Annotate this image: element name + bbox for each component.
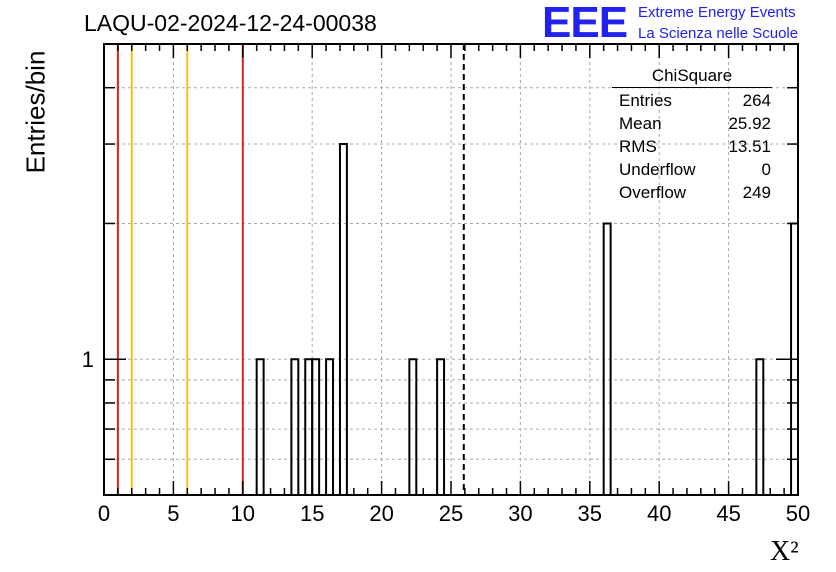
stats-value: 249	[742, 183, 771, 202]
x-tick-label: 30	[508, 501, 532, 526]
stats-row-entries: Entries 264	[619, 89, 771, 112]
x-tick-label: 25	[439, 501, 463, 526]
histogram-bin	[338, 143, 348, 495]
stats-label: Mean	[619, 114, 662, 133]
x-tick-label: 5	[167, 501, 179, 526]
logo-caption-line1: Extreme Energy Events	[638, 4, 796, 21]
x-tick-label: 10	[231, 501, 255, 526]
histogram-bin	[255, 358, 265, 495]
histogram-bin	[408, 358, 418, 495]
logo-caption-line2: La Scienza nelle Scuole	[638, 25, 799, 42]
x-tick-label: 35	[578, 501, 602, 526]
stats-row-mean: Mean 25.92	[619, 112, 771, 135]
stats-label: Underflow	[619, 160, 696, 179]
histogram-bin	[436, 358, 446, 495]
x-tick-label: 50	[786, 501, 810, 526]
stats-label: Entries	[619, 91, 672, 110]
stats-label: RMS	[619, 137, 657, 156]
x-tick-label: 0	[98, 501, 110, 526]
histogram-bin	[602, 222, 612, 495]
stats-row-rms: RMS 13.51	[619, 135, 771, 158]
x-tick-label: 45	[716, 501, 740, 526]
stats-label: Overflow	[619, 183, 687, 202]
x-tick-label: 40	[647, 501, 671, 526]
stats-value: 0	[761, 160, 771, 179]
histogram-bin	[311, 358, 321, 495]
histogram-bin	[325, 358, 335, 495]
y-tick-label: 1	[82, 347, 94, 372]
histogram-bin	[755, 358, 765, 495]
histogram-bin	[290, 358, 300, 495]
stats-value: 25.92	[728, 114, 771, 133]
stats-value: 264	[742, 91, 771, 110]
chart-title: LAQU-02-2024-12-24-00038	[84, 10, 377, 36]
stats-title: ChiSquare	[612, 66, 772, 88]
stats-value: 13.51	[728, 137, 771, 156]
stats-row-underflow: Underflow 0	[619, 158, 771, 181]
x-axis-label: X²	[770, 536, 799, 567]
eee-logo: EEE	[542, 0, 628, 47]
stats-box: ChiSquare Entries 264 Mean 25.92 RMS 13.…	[612, 66, 780, 204]
x-tick-label: 20	[369, 501, 393, 526]
stats-row-overflow: Overflow 249	[619, 181, 771, 204]
x-tick-label: 15	[300, 501, 324, 526]
